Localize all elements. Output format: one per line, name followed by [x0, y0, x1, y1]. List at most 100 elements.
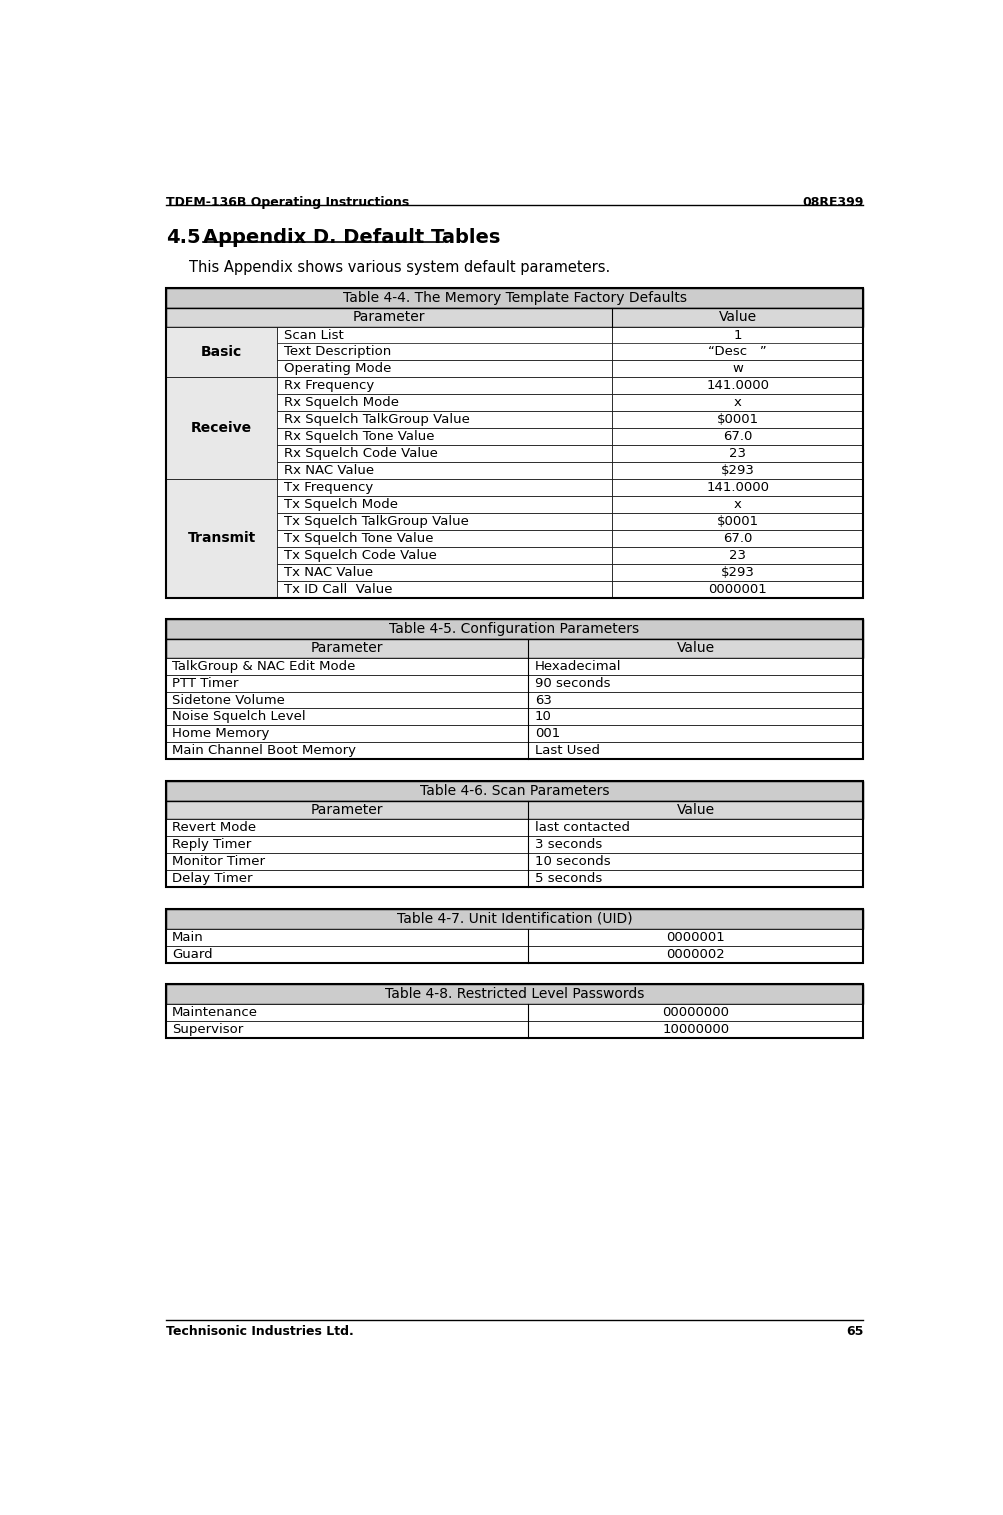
Text: “Desc   ”: “Desc ” — [708, 345, 766, 359]
Bar — [165, 780, 863, 888]
Text: Rx NAC Value: Rx NAC Value — [283, 464, 373, 477]
Text: Rx Squelch Tone Value: Rx Squelch Tone Value — [283, 430, 433, 444]
Bar — [277, 445, 612, 462]
Bar — [612, 462, 863, 479]
Text: Home Memory: Home Memory — [172, 727, 269, 741]
Bar — [612, 547, 863, 564]
Bar — [612, 580, 863, 597]
Bar — [165, 327, 277, 377]
Bar — [277, 377, 612, 394]
Bar — [612, 564, 863, 580]
Text: 10 seconds: 10 seconds — [535, 854, 610, 868]
Text: Basic: Basic — [201, 345, 242, 359]
Bar — [612, 445, 863, 462]
Bar — [165, 620, 863, 639]
Bar — [277, 564, 612, 580]
Text: Tx Squelch Mode: Tx Squelch Mode — [283, 498, 397, 511]
Text: Transmit: Transmit — [188, 532, 256, 545]
Bar — [277, 361, 612, 377]
Text: 67.0: 67.0 — [722, 532, 751, 545]
Text: Main: Main — [172, 930, 204, 944]
Bar — [165, 308, 863, 327]
Bar — [165, 945, 863, 962]
Bar — [165, 479, 277, 597]
Text: Parameter: Parameter — [311, 641, 383, 656]
Text: 0000001: 0000001 — [708, 583, 766, 595]
Bar — [277, 394, 612, 411]
Text: Rx Squelch TalkGroup Value: Rx Squelch TalkGroup Value — [283, 414, 469, 426]
Bar — [277, 495, 612, 514]
Text: Table 4-6. Scan Parameters: Table 4-6. Scan Parameters — [419, 783, 609, 798]
Text: Supervisor: Supervisor — [172, 1023, 243, 1036]
Bar — [612, 429, 863, 445]
Bar — [165, 709, 863, 726]
Text: Tx NAC Value: Tx NAC Value — [283, 565, 372, 579]
Text: 141.0000: 141.0000 — [705, 379, 768, 392]
Text: $293: $293 — [720, 565, 754, 579]
Text: Main Channel Boot Memory: Main Channel Boot Memory — [172, 744, 356, 758]
Text: Reply Timer: Reply Timer — [172, 838, 251, 851]
Text: 141.0000: 141.0000 — [705, 480, 768, 494]
Bar — [612, 344, 863, 361]
Text: Maintenance: Maintenance — [172, 1006, 258, 1020]
Text: Value: Value — [718, 311, 756, 324]
Text: $293: $293 — [720, 464, 754, 477]
Text: 23: 23 — [728, 548, 745, 562]
Text: $0001: $0001 — [716, 414, 758, 426]
Bar — [612, 394, 863, 411]
Text: 10000000: 10000000 — [662, 1023, 729, 1036]
Text: Table 4-5. Configuration Parameters: Table 4-5. Configuration Parameters — [389, 623, 639, 636]
Text: Operating Mode: Operating Mode — [283, 362, 390, 376]
Text: Scan List: Scan List — [283, 329, 343, 341]
Text: Table 4-4. The Memory Template Factory Defaults: Table 4-4. The Memory Template Factory D… — [342, 291, 686, 305]
Text: PTT Timer: PTT Timer — [172, 677, 238, 689]
Bar — [165, 985, 863, 1004]
Bar — [165, 1021, 863, 1038]
Bar — [277, 462, 612, 479]
Text: Tx ID Call  Value: Tx ID Call Value — [283, 583, 392, 595]
Bar — [165, 691, 863, 709]
Bar — [165, 909, 863, 962]
Text: Rx Frequency: Rx Frequency — [283, 379, 373, 392]
Text: Rx Squelch Mode: Rx Squelch Mode — [283, 397, 398, 409]
Text: Rx Squelch Code Value: Rx Squelch Code Value — [283, 447, 437, 461]
Text: Noise Squelch Level: Noise Squelch Level — [172, 711, 305, 724]
Bar — [165, 801, 863, 820]
Text: Appendix D. Default Tables: Appendix D. Default Tables — [203, 227, 499, 247]
Text: This Appendix shows various system default parameters.: This Appendix shows various system defau… — [189, 261, 610, 276]
Bar — [165, 909, 863, 929]
Bar — [165, 726, 863, 742]
Text: 63: 63 — [535, 694, 551, 706]
Bar — [165, 639, 863, 658]
Text: last contacted: last contacted — [535, 821, 629, 835]
Bar — [612, 411, 863, 429]
Bar — [165, 836, 863, 853]
Bar — [165, 820, 863, 836]
Bar — [165, 1004, 863, 1021]
Text: $0001: $0001 — [716, 515, 758, 527]
Text: 1: 1 — [733, 329, 741, 341]
Text: Tx Squelch Tone Value: Tx Squelch Tone Value — [283, 532, 432, 545]
Bar — [612, 327, 863, 344]
Text: Text Description: Text Description — [283, 345, 390, 359]
Text: TDFM-136B Operating Instructions: TDFM-136B Operating Instructions — [165, 195, 408, 209]
Text: w: w — [731, 362, 742, 376]
Bar — [612, 377, 863, 394]
Bar — [277, 547, 612, 564]
Bar — [165, 870, 863, 888]
Bar — [277, 411, 612, 429]
Text: Receive: Receive — [191, 421, 252, 435]
Text: 00000000: 00000000 — [662, 1006, 728, 1020]
Bar — [277, 530, 612, 547]
Text: Sidetone Volume: Sidetone Volume — [172, 694, 285, 706]
Text: Table 4-8. Restricted Level Passwords: Table 4-8. Restricted Level Passwords — [384, 988, 644, 1001]
Text: Technisonic Industries Ltd.: Technisonic Industries Ltd. — [165, 1326, 353, 1338]
Text: Tx Squelch TalkGroup Value: Tx Squelch TalkGroup Value — [283, 515, 468, 527]
Text: 08RE399: 08RE399 — [801, 195, 863, 209]
Bar — [612, 495, 863, 514]
Text: Parameter: Parameter — [352, 311, 425, 324]
Bar — [165, 742, 863, 759]
Text: 0000002: 0000002 — [666, 947, 724, 961]
Text: Value: Value — [676, 641, 714, 656]
Text: x: x — [733, 498, 741, 511]
